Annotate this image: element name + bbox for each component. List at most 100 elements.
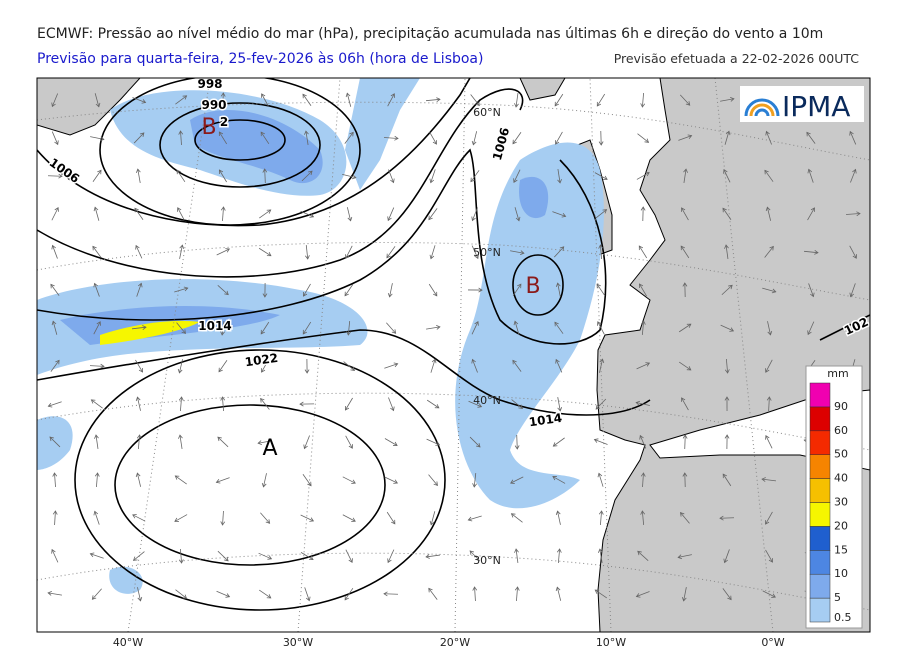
wind-arrow bbox=[600, 510, 602, 526]
wind-arrow-head bbox=[345, 254, 350, 259]
wind-arrow bbox=[174, 287, 188, 293]
colorbar-segment bbox=[809, 502, 831, 527]
wind-arrow-head bbox=[761, 477, 766, 482]
colorbar-segment bbox=[809, 526, 831, 551]
wind-arrow bbox=[850, 169, 856, 183]
wind-arrow-head bbox=[681, 596, 687, 602]
wind-arrow-head bbox=[640, 103, 646, 108]
wind-arrow bbox=[261, 359, 269, 373]
wind-arrow-head bbox=[598, 510, 604, 515]
lon-label: 20°W bbox=[440, 636, 470, 649]
wind-arrow-head bbox=[552, 476, 557, 481]
wind-arrow bbox=[52, 321, 58, 335]
wind-arrow bbox=[680, 245, 690, 259]
wind-arrow-head bbox=[47, 402, 53, 408]
wind-arrow-head bbox=[467, 516, 473, 522]
wind-arrow-head bbox=[224, 556, 229, 562]
wind-arrow-head bbox=[347, 216, 353, 222]
wind-arrow bbox=[50, 360, 60, 372]
colorbar-segment bbox=[809, 430, 831, 455]
wind-arrow-head bbox=[178, 559, 184, 564]
wind-arrow bbox=[175, 589, 187, 599]
wind-arrow bbox=[217, 550, 229, 562]
wind-arrow bbox=[345, 397, 353, 411]
wind-arrow-head bbox=[425, 554, 430, 559]
wind-arrow bbox=[722, 588, 732, 600]
wind-arrow-head bbox=[267, 555, 273, 560]
wind-arrow bbox=[766, 207, 772, 221]
wind-arrow-head bbox=[635, 593, 641, 598]
wind-arrow bbox=[383, 137, 399, 139]
wind-arrow bbox=[90, 136, 104, 140]
wind-arrow bbox=[305, 131, 309, 145]
wind-arrow-head bbox=[390, 406, 395, 412]
wind-arrow-head bbox=[220, 331, 225, 336]
wind-arrow-head bbox=[344, 291, 349, 297]
wind-arrow bbox=[93, 321, 101, 335]
wind-arrow bbox=[636, 172, 650, 180]
wind-arrow bbox=[89, 365, 105, 367]
wind-arrow-head bbox=[386, 253, 391, 259]
colorbar-label: 0.5 bbox=[834, 611, 852, 624]
wind-arrow bbox=[850, 283, 856, 297]
wind-arrow-head bbox=[683, 168, 688, 173]
wind-arrow-head bbox=[51, 244, 56, 250]
wind-arrow-head bbox=[260, 329, 265, 335]
wind-arrow-head bbox=[765, 435, 770, 440]
wind-arrow-head bbox=[635, 400, 641, 406]
wind-arrow bbox=[557, 548, 561, 564]
wind-arrow-head bbox=[514, 586, 520, 591]
wind-arrow-head bbox=[848, 329, 853, 335]
wind-arrow bbox=[720, 98, 734, 102]
colorbar-segment bbox=[809, 597, 831, 623]
wind-arrow-head bbox=[724, 369, 730, 374]
wind-arrow-head bbox=[765, 368, 770, 373]
wind-arrow-head bbox=[477, 403, 483, 408]
wind-arrow-head bbox=[810, 292, 815, 298]
wind-arrow-head bbox=[640, 206, 646, 211]
wind-arrow bbox=[724, 549, 730, 563]
wind-arrow bbox=[263, 473, 267, 487]
wind-arrow-head bbox=[644, 138, 650, 143]
logo: IPMA bbox=[740, 86, 864, 123]
wind-arrow-head bbox=[47, 591, 52, 596]
precipitation bbox=[37, 78, 604, 594]
wind-arrow bbox=[678, 361, 692, 371]
wind-arrow bbox=[719, 517, 735, 519]
wind-arrow bbox=[51, 93, 59, 107]
wind-arrow bbox=[762, 590, 776, 598]
wind-arrow-head bbox=[555, 282, 561, 288]
wind-arrow-head bbox=[350, 366, 356, 371]
wind-arrow-head bbox=[90, 399, 96, 404]
wind-arrow-head bbox=[348, 558, 353, 563]
wind-arrow-head bbox=[51, 320, 57, 326]
wind-arrow-head bbox=[557, 406, 563, 412]
title: ECMWF: Pressão ao nível médio do mar (hP… bbox=[37, 26, 823, 42]
wind-arrow bbox=[344, 283, 354, 297]
map-area: 998 990 2 1006 1006 1014 1022 1014 102 B… bbox=[37, 78, 870, 632]
wind-arrow bbox=[514, 321, 520, 335]
wind-arrow bbox=[303, 283, 311, 297]
logo-text: IPMA bbox=[782, 90, 850, 123]
colorbar: mm 0.5 5 10 15 20 30 40 50 60 90 bbox=[805, 365, 863, 629]
wind-arrow-head bbox=[682, 282, 688, 287]
wind-arrow-head bbox=[687, 134, 693, 139]
wind-arrow bbox=[636, 362, 650, 370]
wind-arrow bbox=[637, 550, 649, 562]
wind-arrow-head bbox=[727, 595, 732, 601]
wind-arrow-head bbox=[768, 558, 773, 563]
wind-arrow bbox=[386, 511, 396, 525]
wind-arrow bbox=[344, 587, 354, 601]
wind-arrow bbox=[511, 513, 523, 523]
wind-arrow-head bbox=[215, 479, 221, 484]
wind-arrow-head bbox=[266, 594, 272, 599]
isobar-label: 1014 bbox=[198, 319, 231, 333]
wind-arrow-head bbox=[554, 101, 559, 107]
wind-arrow-head bbox=[387, 292, 393, 298]
wind-arrow bbox=[596, 283, 606, 297]
wind-arrow-head bbox=[602, 209, 608, 214]
wind-arrow bbox=[430, 359, 436, 373]
wind-arrow bbox=[216, 248, 230, 256]
wind-arrow-head bbox=[767, 330, 773, 336]
wind-arrow-head bbox=[515, 216, 521, 222]
